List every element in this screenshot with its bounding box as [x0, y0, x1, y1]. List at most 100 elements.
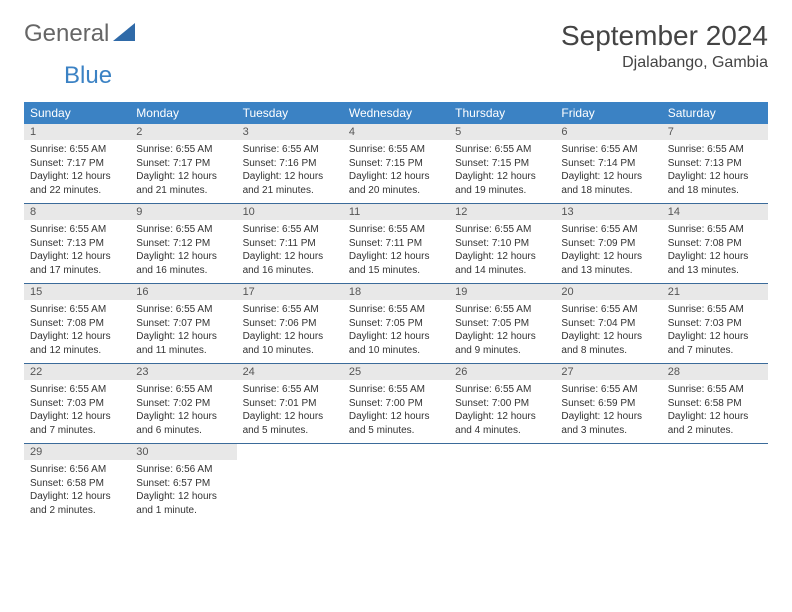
- daylight-text-2: and 21 minutes.: [243, 184, 337, 198]
- logo-text-general: General: [24, 20, 109, 48]
- day-cell: 1Sunrise: 6:55 AMSunset: 7:17 PMDaylight…: [24, 124, 130, 203]
- weekday-header: Monday: [130, 102, 236, 124]
- day-number: 26: [449, 364, 555, 380]
- daylight-text-2: and 5 minutes.: [349, 424, 443, 438]
- sunrise-text: Sunrise: 6:55 AM: [668, 143, 762, 157]
- daylight-text: Daylight: 12 hours: [30, 170, 124, 184]
- sunrise-text: Sunrise: 6:55 AM: [455, 223, 549, 237]
- logo-triangle-icon: [113, 20, 135, 48]
- sunset-text: Sunset: 7:01 PM: [243, 397, 337, 411]
- week-row: 1Sunrise: 6:55 AMSunset: 7:17 PMDaylight…: [24, 124, 768, 204]
- day-body: Sunrise: 6:55 AMSunset: 7:00 PMDaylight:…: [449, 380, 555, 443]
- daylight-text-2: and 14 minutes.: [455, 264, 549, 278]
- day-body: Sunrise: 6:55 AMSunset: 7:10 PMDaylight:…: [449, 220, 555, 283]
- day-number: 30: [130, 444, 236, 460]
- daylight-text-2: and 22 minutes.: [30, 184, 124, 198]
- day-cell: 15Sunrise: 6:55 AMSunset: 7:08 PMDayligh…: [24, 284, 130, 363]
- sunrise-text: Sunrise: 6:55 AM: [349, 143, 443, 157]
- day-cell: 21Sunrise: 6:55 AMSunset: 7:03 PMDayligh…: [662, 284, 768, 363]
- day-body: Sunrise: 6:55 AMSunset: 7:09 PMDaylight:…: [555, 220, 661, 283]
- day-cell: 2Sunrise: 6:55 AMSunset: 7:17 PMDaylight…: [130, 124, 236, 203]
- daylight-text-2: and 19 minutes.: [455, 184, 549, 198]
- daylight-text-2: and 21 minutes.: [136, 184, 230, 198]
- sunrise-text: Sunrise: 6:55 AM: [349, 383, 443, 397]
- day-cell: 24Sunrise: 6:55 AMSunset: 7:01 PMDayligh…: [237, 364, 343, 443]
- day-number: 16: [130, 284, 236, 300]
- sunrise-text: Sunrise: 6:55 AM: [668, 383, 762, 397]
- daylight-text-2: and 2 minutes.: [668, 424, 762, 438]
- day-cell: 26Sunrise: 6:55 AMSunset: 7:00 PMDayligh…: [449, 364, 555, 443]
- daylight-text: Daylight: 12 hours: [349, 410, 443, 424]
- daylight-text-2: and 12 minutes.: [30, 344, 124, 358]
- daylight-text-2: and 18 minutes.: [561, 184, 655, 198]
- daylight-text: Daylight: 12 hours: [30, 490, 124, 504]
- sunset-text: Sunset: 7:15 PM: [455, 157, 549, 171]
- weekday-header: Wednesday: [343, 102, 449, 124]
- daylight-text: Daylight: 12 hours: [30, 330, 124, 344]
- sunrise-text: Sunrise: 6:55 AM: [455, 383, 549, 397]
- daylight-text: Daylight: 12 hours: [561, 250, 655, 264]
- day-number: 28: [662, 364, 768, 380]
- sunrise-text: Sunrise: 6:55 AM: [349, 303, 443, 317]
- daylight-text-2: and 15 minutes.: [349, 264, 443, 278]
- sunset-text: Sunset: 6:58 PM: [668, 397, 762, 411]
- sunrise-text: Sunrise: 6:55 AM: [243, 303, 337, 317]
- weeks-container: 1Sunrise: 6:55 AMSunset: 7:17 PMDaylight…: [24, 124, 768, 523]
- daylight-text: Daylight: 12 hours: [136, 250, 230, 264]
- day-body: Sunrise: 6:55 AMSunset: 6:59 PMDaylight:…: [555, 380, 661, 443]
- daylight-text: Daylight: 12 hours: [243, 410, 337, 424]
- sunrise-text: Sunrise: 6:55 AM: [30, 303, 124, 317]
- day-body: Sunrise: 6:55 AMSunset: 6:58 PMDaylight:…: [662, 380, 768, 443]
- day-body: Sunrise: 6:55 AMSunset: 7:08 PMDaylight:…: [24, 300, 130, 363]
- day-body: Sunrise: 6:55 AMSunset: 7:00 PMDaylight:…: [343, 380, 449, 443]
- sunset-text: Sunset: 7:17 PM: [30, 157, 124, 171]
- sunset-text: Sunset: 7:02 PM: [136, 397, 230, 411]
- day-number: 5: [449, 124, 555, 140]
- weekday-header: Friday: [555, 102, 661, 124]
- daylight-text: Daylight: 12 hours: [561, 170, 655, 184]
- sunset-text: Sunset: 7:03 PM: [668, 317, 762, 331]
- sunset-text: Sunset: 7:17 PM: [136, 157, 230, 171]
- daylight-text-2: and 17 minutes.: [30, 264, 124, 278]
- sunset-text: Sunset: 7:08 PM: [668, 237, 762, 251]
- day-body: Sunrise: 6:56 AMSunset: 6:57 PMDaylight:…: [130, 460, 236, 523]
- calendar: SundayMondayTuesdayWednesdayThursdayFrid…: [24, 102, 768, 523]
- day-number: 19: [449, 284, 555, 300]
- day-number: 21: [662, 284, 768, 300]
- day-body: Sunrise: 6:55 AMSunset: 7:13 PMDaylight:…: [662, 140, 768, 203]
- day-cell: 22Sunrise: 6:55 AMSunset: 7:03 PMDayligh…: [24, 364, 130, 443]
- sunset-text: Sunset: 7:11 PM: [243, 237, 337, 251]
- day-body: Sunrise: 6:55 AMSunset: 7:05 PMDaylight:…: [343, 300, 449, 363]
- sunrise-text: Sunrise: 6:55 AM: [668, 303, 762, 317]
- day-number: 27: [555, 364, 661, 380]
- weekday-header: Tuesday: [237, 102, 343, 124]
- day-cell: 13Sunrise: 6:55 AMSunset: 7:09 PMDayligh…: [555, 204, 661, 283]
- daylight-text: Daylight: 12 hours: [30, 250, 124, 264]
- sunrise-text: Sunrise: 6:55 AM: [561, 303, 655, 317]
- daylight-text: Daylight: 12 hours: [30, 410, 124, 424]
- day-body: Sunrise: 6:55 AMSunset: 7:01 PMDaylight:…: [237, 380, 343, 443]
- day-cell: 14Sunrise: 6:55 AMSunset: 7:08 PMDayligh…: [662, 204, 768, 283]
- day-number: 1: [24, 124, 130, 140]
- sunset-text: Sunset: 7:05 PM: [349, 317, 443, 331]
- daylight-text-2: and 10 minutes.: [349, 344, 443, 358]
- day-number: 13: [555, 204, 661, 220]
- daylight-text-2: and 13 minutes.: [561, 264, 655, 278]
- daylight-text-2: and 9 minutes.: [455, 344, 549, 358]
- daylight-text: Daylight: 12 hours: [243, 250, 337, 264]
- day-cell-empty: [237, 444, 343, 523]
- day-cell: 12Sunrise: 6:55 AMSunset: 7:10 PMDayligh…: [449, 204, 555, 283]
- day-cell: 20Sunrise: 6:55 AMSunset: 7:04 PMDayligh…: [555, 284, 661, 363]
- weekday-header-row: SundayMondayTuesdayWednesdayThursdayFrid…: [24, 102, 768, 124]
- weekday-header: Saturday: [662, 102, 768, 124]
- sunrise-text: Sunrise: 6:55 AM: [668, 223, 762, 237]
- day-cell-empty: [662, 444, 768, 523]
- day-number: 12: [449, 204, 555, 220]
- day-number: 3: [237, 124, 343, 140]
- day-cell: 23Sunrise: 6:55 AMSunset: 7:02 PMDayligh…: [130, 364, 236, 443]
- day-body: Sunrise: 6:55 AMSunset: 7:17 PMDaylight:…: [24, 140, 130, 203]
- week-row: 22Sunrise: 6:55 AMSunset: 7:03 PMDayligh…: [24, 364, 768, 444]
- daylight-text-2: and 11 minutes.: [136, 344, 230, 358]
- sunrise-text: Sunrise: 6:55 AM: [136, 383, 230, 397]
- day-cell: 18Sunrise: 6:55 AMSunset: 7:05 PMDayligh…: [343, 284, 449, 363]
